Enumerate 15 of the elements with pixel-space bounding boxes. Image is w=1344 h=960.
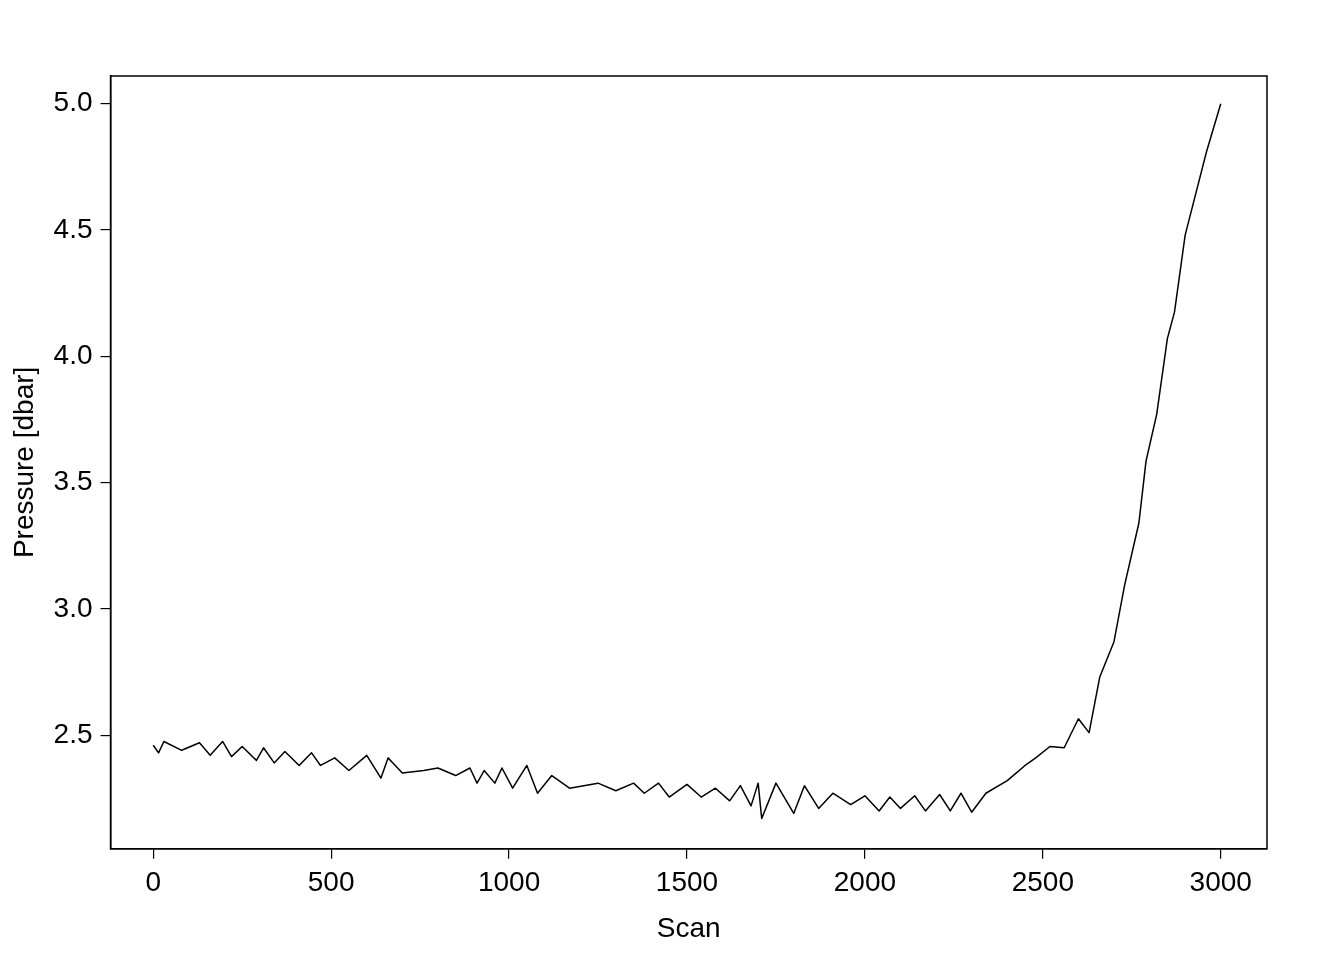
y-tick-label: 4.0 <box>53 339 93 371</box>
y-tick-label: 2.5 <box>53 717 93 749</box>
y-tick-label: 5.0 <box>53 86 93 118</box>
x-tick-label: 500 <box>307 866 355 898</box>
x-tick-label: 1500 <box>655 866 719 898</box>
x-tick-label: 0 <box>145 866 162 898</box>
x-tick-label: 1000 <box>477 866 541 898</box>
x-tick-label: 2500 <box>1011 866 1074 898</box>
y-axis-title: Pressure [dbar] <box>7 366 39 559</box>
y-tick-label: 3.5 <box>53 465 93 497</box>
x-tick-label: 3000 <box>1189 866 1252 898</box>
y-tick-label: 3.0 <box>53 591 93 623</box>
x-axis-title: Scan <box>656 911 721 943</box>
y-tick-label: 4.5 <box>53 212 93 244</box>
x-tick-label: 2000 <box>833 866 897 898</box>
